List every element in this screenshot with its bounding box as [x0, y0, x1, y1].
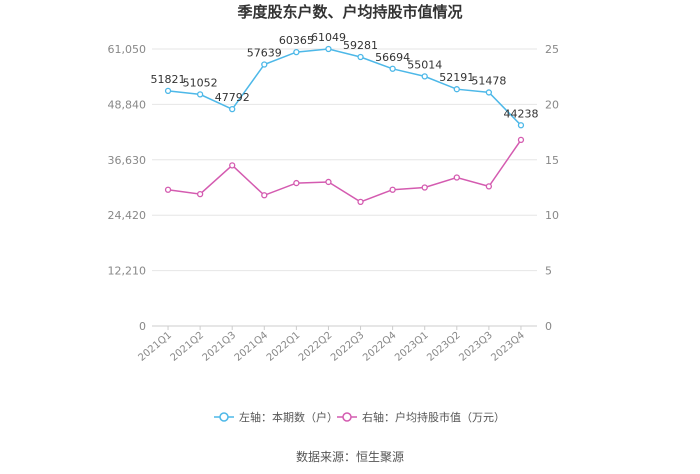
series-point	[325, 45, 332, 53]
series-point	[453, 86, 460, 93]
chart-title: 季度股东户数、户均持股市值情况	[237, 3, 462, 21]
y-axis-left: 0 12,210 24,420 36,630 48,840 61,050	[108, 43, 147, 333]
y-left-tick-label: 12,210	[108, 265, 147, 278]
data-label: 61049	[311, 31, 346, 44]
series-point	[261, 192, 268, 199]
series-point	[485, 183, 493, 190]
series-point	[357, 53, 364, 61]
series-point	[389, 65, 396, 72]
legend-label: 左轴：本期数（户）	[239, 410, 338, 424]
x-tick-label: 2023Q2	[425, 330, 462, 364]
y-right-tick-label: 20	[545, 98, 559, 111]
series-point	[196, 91, 204, 98]
x-tick-label: 2021Q2	[169, 330, 206, 364]
data-label: 44238	[503, 107, 538, 120]
data-label: 55014	[407, 58, 442, 71]
series-point	[517, 136, 525, 144]
legend-marker	[219, 412, 229, 422]
source-note: 数据来源：恒生聚源	[296, 449, 404, 464]
series-point	[196, 190, 204, 198]
y-right-tick-label: 5	[545, 265, 552, 278]
y-left-tick-label: 24,420	[108, 209, 147, 222]
legend-marker	[342, 412, 352, 422]
series-point	[485, 89, 493, 96]
series-point	[261, 61, 268, 68]
data-label: 59281	[343, 39, 378, 52]
x-axis: 2021Q12021Q22021Q32021Q42022Q12022Q22022…	[136, 325, 537, 364]
series-point	[357, 198, 364, 206]
y-right-tick-label: 25	[545, 43, 559, 56]
data-label: 51821	[151, 73, 186, 86]
x-tick-label: 2021Q3	[201, 330, 238, 364]
y-left-tick-label: 0	[139, 320, 146, 333]
data-label: 60365	[279, 34, 314, 47]
x-tick-label: 2022Q1	[265, 330, 302, 364]
series-point	[421, 184, 428, 191]
series-point	[293, 179, 300, 187]
y-right-tick-label: 15	[545, 154, 559, 167]
y-left-tick-label: 48,840	[108, 98, 147, 111]
series-point	[389, 186, 396, 193]
x-tick-label: 2023Q3	[457, 330, 494, 364]
series-line-2	[167, 139, 522, 203]
series-point	[229, 106, 236, 113]
y-left-tick-label: 61,050	[108, 43, 147, 56]
series-point	[229, 162, 236, 169]
series-point	[453, 174, 460, 181]
data-label: 57639	[247, 46, 282, 59]
y-right-tick-label: 0	[545, 320, 552, 333]
series-point	[517, 122, 525, 129]
series-point	[325, 178, 332, 186]
data-label: 56694	[375, 51, 410, 64]
series-point	[164, 186, 172, 193]
x-tick-label: 2022Q4	[361, 330, 398, 364]
x-tick-label: 2021Q1	[136, 330, 173, 364]
data-label: 47792	[215, 91, 250, 104]
legend-label: 右轴：户均持股市值（万元）	[362, 410, 505, 424]
data-label: 51052	[183, 76, 218, 89]
x-tick-label: 2023Q4	[489, 330, 526, 364]
grid	[152, 48, 537, 327]
series-point	[421, 73, 428, 80]
x-tick-label: 2022Q3	[329, 330, 366, 364]
legend: 左轴：本期数（户） 右轴：户均持股市值（万元）	[214, 410, 505, 424]
x-tick-label: 2023Q1	[393, 330, 430, 364]
series-line-1	[167, 48, 522, 126]
x-tick-label: 2021Q4	[233, 330, 270, 364]
x-tick-label: 2022Q2	[297, 330, 334, 364]
series-point	[164, 87, 172, 95]
data-label: 52191	[439, 71, 474, 84]
data-label: 51478	[471, 74, 506, 87]
y-axis-right: 0 5 10 15 20 25	[545, 43, 559, 333]
y-left-tick-label: 36,630	[108, 154, 147, 167]
y-right-tick-label: 10	[545, 209, 559, 222]
series-point	[293, 48, 300, 56]
